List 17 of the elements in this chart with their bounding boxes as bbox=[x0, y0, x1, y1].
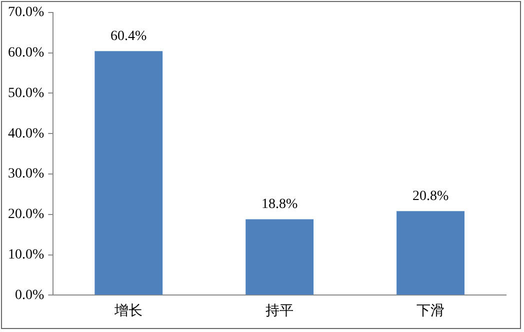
data-label: 20.8% bbox=[412, 188, 449, 204]
y-tick-label: 0.0% bbox=[14, 288, 44, 303]
y-tick-label: 10.0% bbox=[8, 247, 44, 262]
y-tick-label: 50.0% bbox=[8, 86, 44, 101]
x-tick-label: 持平 bbox=[266, 303, 294, 320]
x-tick-label: 下滑 bbox=[416, 303, 445, 320]
y-tick-label: 30.0% bbox=[8, 166, 44, 182]
y-tick-label: 60.0% bbox=[8, 45, 44, 60]
data-label: 18.8% bbox=[261, 196, 298, 212]
y-tick-label: 20.0% bbox=[8, 207, 44, 222]
bar bbox=[246, 219, 314, 295]
bar bbox=[396, 211, 464, 295]
bar bbox=[94, 51, 163, 295]
y-tick-label: 40.0% bbox=[8, 126, 44, 142]
x-tick-label: 增长 bbox=[114, 303, 143, 320]
y-tick-label: 70.0% bbox=[8, 5, 44, 20]
data-label: 60.4% bbox=[110, 28, 148, 44]
